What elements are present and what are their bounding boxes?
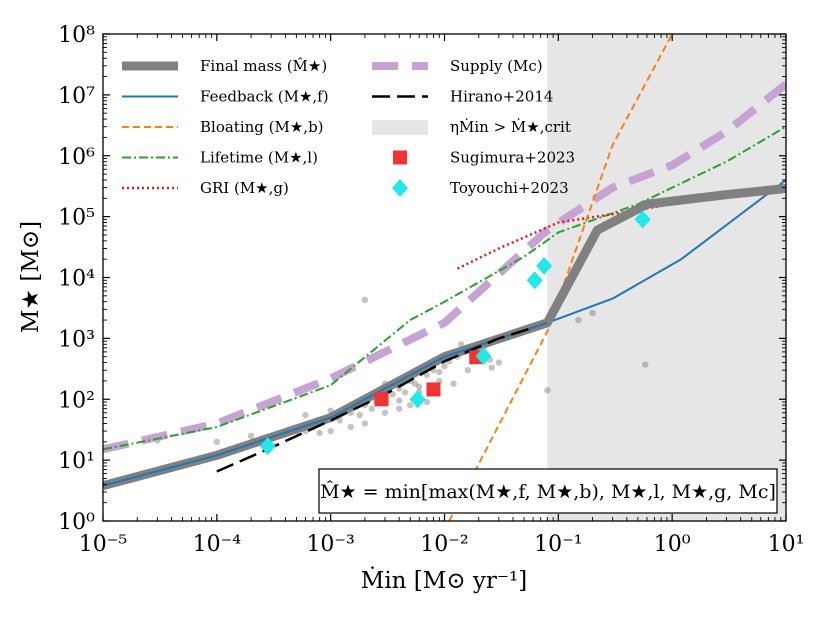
formula-text: M̂★ = min[max(M★,f, M★,b), M★,l, M★,g, M…: [320, 481, 776, 503]
background-point: [488, 364, 495, 371]
background-point: [327, 427, 334, 435]
x-tick-label: 10¹: [768, 532, 805, 557]
legend-label: GRI (M★,g): [200, 179, 289, 197]
legend-label: Sugimura+2023: [450, 149, 575, 167]
background-point: [495, 359, 503, 366]
y-tick-label: 10¹: [58, 449, 95, 474]
background-point: [213, 438, 221, 445]
background-point: [336, 417, 343, 424]
background-point: [368, 405, 376, 412]
legend-entry: Hirano+2014: [372, 88, 553, 106]
legend-entry: Final mass (M̂★): [122, 57, 327, 75]
background-point: [642, 361, 649, 368]
legend-label: Lifetime (M★,l): [200, 149, 318, 167]
legend-swatch: [372, 120, 428, 135]
background-point: [316, 429, 323, 437]
legend-entry: Bloating (M★,b): [122, 118, 324, 136]
x-tick-label: 10⁻¹: [534, 532, 582, 557]
background-point: [423, 398, 431, 406]
marker-toyouchi-2023: [536, 256, 553, 275]
background-point: [575, 316, 582, 324]
background-point: [302, 411, 309, 419]
background-point: [361, 420, 369, 427]
marker-toyouchi-2023: [634, 210, 651, 229]
x-tick-label: 10⁻³: [306, 532, 354, 557]
tick-layer: 10⁻⁵ 10⁻⁴ 10⁻³ 10⁻² 10⁻¹ 10⁰ 10¹ 10⁰ 10¹ 10² 10³ 10…: [58, 23, 804, 557]
series-bloating-m-b: [448, 34, 674, 521]
background-point: [396, 405, 403, 412]
background-point: [396, 397, 403, 404]
background-point: [436, 368, 443, 376]
marker-sugimura-2023: [374, 392, 389, 407]
background-point: [411, 380, 419, 387]
legend-label: ηṀin > Ṁ★,crit: [450, 118, 571, 136]
legend-entry: Sugimura+2023: [393, 149, 575, 167]
y-tick-label: 10⁵: [58, 206, 95, 231]
y-axis-label: M★ [M⊙]: [18, 221, 44, 333]
y-tick-label: 10⁸: [58, 23, 95, 48]
background-point: [361, 296, 369, 304]
legend-entry: ηṀin > Ṁ★,crit: [372, 118, 571, 136]
background-point: [450, 380, 457, 387]
x-tick-label: 10⁻²: [420, 532, 468, 557]
legend-entry: Supply (Mc): [372, 57, 543, 75]
y-tick-label: 10³: [58, 327, 95, 352]
legend-entry: Toyouchi+2023: [392, 179, 569, 197]
legend-entry: GRI (M★,g): [122, 179, 289, 197]
marker-toyouchi-2023: [259, 437, 276, 456]
legend-label: Supply (Mc): [450, 57, 543, 75]
background-point: [389, 391, 396, 398]
legend-label: Hirano+2014: [450, 88, 553, 106]
background-point: [457, 341, 465, 348]
x-tick-label: 10⁻⁴: [193, 532, 242, 557]
background-point: [464, 367, 471, 374]
legend: Final mass (M̂★) Feedback (M★,f) Bloating …: [122, 57, 575, 197]
y-tick-label: 10⁴: [58, 267, 95, 292]
x-tick-label: 10⁰: [654, 532, 691, 557]
background-point: [416, 383, 423, 391]
background-point: [347, 423, 354, 431]
marker-sugimura-2023: [426, 382, 441, 397]
legend-entry: Lifetime (M★,l): [122, 149, 318, 167]
background-point: [381, 409, 389, 416]
series-supply-mc: [103, 81, 786, 454]
legend-label: Toyouchi+2023: [450, 179, 569, 197]
marker-toyouchi-2023: [475, 347, 492, 366]
background-point: [407, 401, 414, 409]
background-point: [441, 362, 448, 370]
y-tick-label: 10⁶: [58, 145, 95, 170]
legend-swatch: [393, 150, 407, 165]
legend-swatch: [392, 179, 408, 197]
background-point: [401, 389, 409, 396]
y-tick-label: 10⁰: [58, 510, 95, 535]
series-feedback-overlay: [103, 321, 548, 487]
background-point: [247, 432, 255, 440]
series-layer: [103, 34, 786, 521]
marker-toyouchi-2023: [409, 390, 426, 409]
formula-box: [318, 468, 778, 514]
x-tick-label: 10⁻⁵: [79, 532, 127, 557]
shaded-region-layer: [547, 34, 786, 521]
marker-layer: [259, 210, 651, 456]
background-point: [356, 411, 363, 419]
legend-entry: Feedback (M★,f): [122, 88, 329, 106]
shaded-region: [547, 34, 786, 521]
background-point: [544, 387, 551, 394]
legend-label: Bloating (M★,b): [200, 118, 324, 136]
formula-annotation: M̂★ = min[max(M★,f, M★,b), M★,l, M★,g, M…: [318, 468, 778, 514]
background-point: [589, 309, 596, 317]
legend-label: Final mass (M̂★): [200, 57, 327, 75]
y-tick-label: 10²: [58, 388, 95, 413]
marker-toyouchi-2023: [526, 271, 543, 290]
legend-label: Feedback (M★,f): [200, 88, 329, 106]
x-axis-label: Ṁin [M⊙ yr⁻¹]: [361, 567, 527, 594]
y-tick-label: 10⁷: [58, 84, 95, 109]
